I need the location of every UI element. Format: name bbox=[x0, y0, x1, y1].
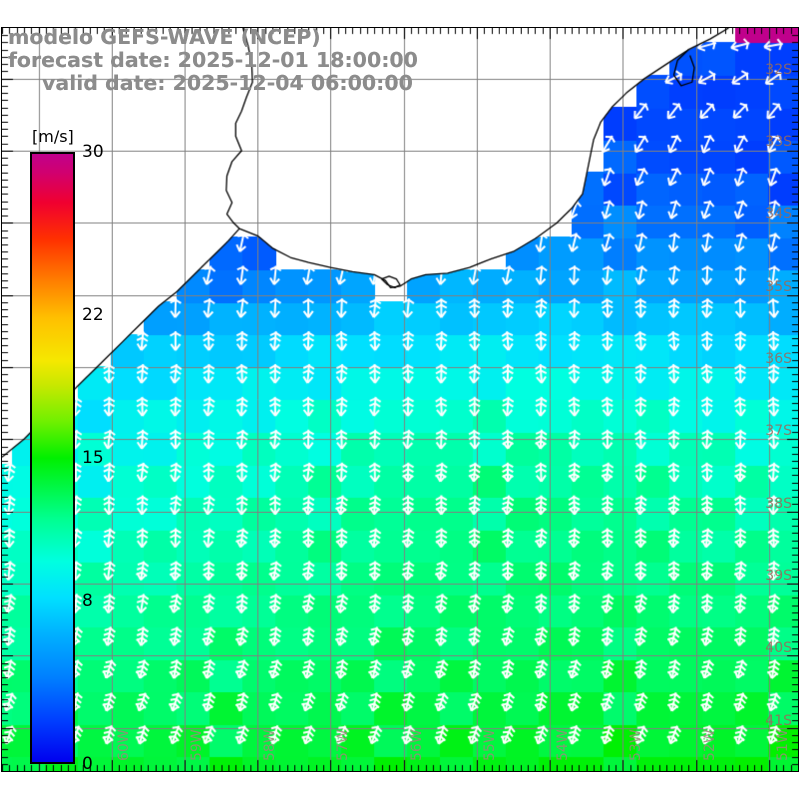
colorbar-tick-label: 22 bbox=[82, 305, 104, 326]
colorbar-gradient bbox=[30, 152, 75, 764]
longitude-label: 52W bbox=[701, 729, 718, 761]
longitude-label: 51W bbox=[774, 729, 791, 761]
latitude-label: 39S bbox=[765, 567, 792, 584]
coastline bbox=[2, 28, 798, 771]
latitude-label: 32S bbox=[765, 61, 792, 78]
latitude-label: 38S bbox=[765, 495, 792, 512]
latitude-label: 37S bbox=[765, 423, 792, 440]
longitude-label: 54W bbox=[555, 729, 572, 761]
colorbar-tick-label: 30 bbox=[82, 142, 104, 162]
latitude-label: 33S bbox=[765, 133, 792, 150]
colorbar-tick-label: 8 bbox=[82, 590, 93, 611]
latitude-label: 36S bbox=[765, 350, 792, 367]
longitude-label: 56W bbox=[408, 729, 425, 761]
colorbar-unit-label: [m/s] bbox=[32, 127, 74, 146]
latitude-label: 34S bbox=[765, 206, 792, 223]
longitude-label: 60W bbox=[115, 729, 132, 761]
longitude-label: 53W bbox=[628, 729, 645, 761]
longitude-label: 59W bbox=[189, 729, 206, 761]
longitude-label: 58W bbox=[262, 729, 279, 761]
latitude-label: 35S bbox=[765, 278, 792, 295]
colorbar-tick-label: 0 bbox=[82, 754, 93, 774]
longitude-label: 57W bbox=[335, 729, 352, 761]
colorbar-tick-label: 15 bbox=[82, 448, 104, 468]
latitude-label: 40S bbox=[765, 640, 792, 657]
longitude-label: 55W bbox=[481, 729, 498, 761]
map-plot-area[interactable]: 32S33S34S35S36S37S38S39S40S41S61W60W59W5… bbox=[1, 27, 799, 772]
latitude-label: 41S bbox=[765, 712, 792, 729]
